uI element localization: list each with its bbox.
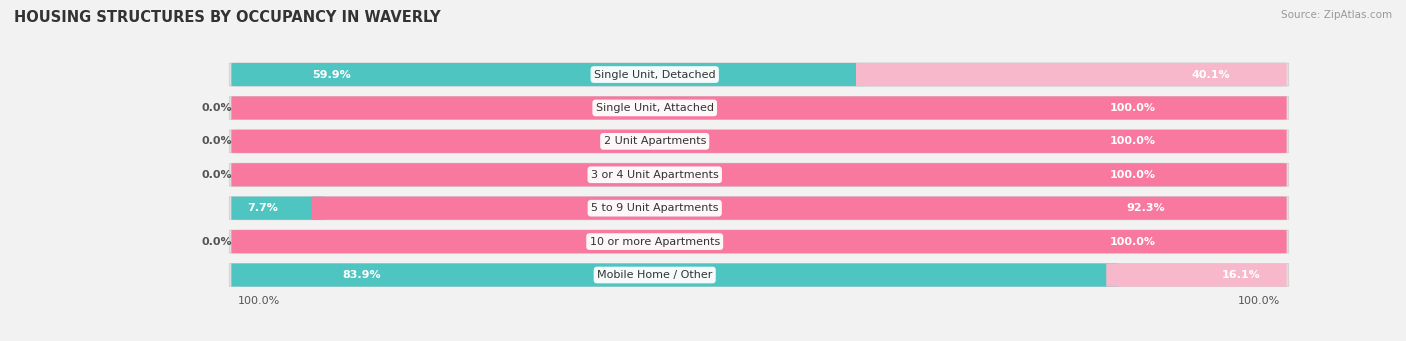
Text: 100.0%: 100.0% [1109,103,1156,113]
Text: 10 or more Apartments: 10 or more Apartments [589,237,720,247]
Text: 100.0%: 100.0% [1109,237,1156,247]
Text: 83.9%: 83.9% [343,270,381,280]
Text: 3 or 4 Unit Apartments: 3 or 4 Unit Apartments [591,170,718,180]
FancyBboxPatch shape [232,264,1119,286]
Text: Single Unit, Detached: Single Unit, Detached [593,70,716,79]
Text: HOUSING STRUCTURES BY OCCUPANCY IN WAVERLY: HOUSING STRUCTURES BY OCCUPANCY IN WAVER… [14,10,440,25]
FancyBboxPatch shape [1107,264,1286,286]
FancyBboxPatch shape [229,196,1289,220]
FancyBboxPatch shape [856,63,1286,86]
Text: 0.0%: 0.0% [202,170,232,180]
Text: 16.1%: 16.1% [1222,270,1260,280]
Text: 2 Unit Apartments: 2 Unit Apartments [603,136,706,146]
FancyBboxPatch shape [232,230,1286,253]
FancyBboxPatch shape [232,197,325,220]
Text: 40.1%: 40.1% [1192,70,1230,79]
Text: 100.0%: 100.0% [1109,136,1156,146]
Text: 7.7%: 7.7% [247,203,278,213]
FancyBboxPatch shape [229,130,1289,153]
FancyBboxPatch shape [229,63,1289,86]
Text: Source: ZipAtlas.com: Source: ZipAtlas.com [1281,10,1392,20]
Text: 0.0%: 0.0% [202,103,232,113]
Text: 5 to 9 Unit Apartments: 5 to 9 Unit Apartments [591,203,718,213]
FancyBboxPatch shape [229,163,1289,187]
Text: 59.9%: 59.9% [312,70,352,79]
FancyBboxPatch shape [229,230,1289,253]
FancyBboxPatch shape [229,96,1289,120]
FancyBboxPatch shape [312,197,1286,220]
FancyBboxPatch shape [229,263,1289,287]
Text: 92.3%: 92.3% [1126,203,1166,213]
Text: 100.0%: 100.0% [1109,170,1156,180]
Text: Mobile Home / Other: Mobile Home / Other [598,270,713,280]
FancyBboxPatch shape [232,163,1286,186]
Text: Single Unit, Attached: Single Unit, Attached [596,103,714,113]
Text: 100.0%: 100.0% [1239,296,1281,306]
FancyBboxPatch shape [232,97,1286,119]
Text: 0.0%: 0.0% [202,136,232,146]
FancyBboxPatch shape [232,130,1286,153]
FancyBboxPatch shape [232,63,869,86]
Text: 0.0%: 0.0% [202,237,232,247]
Text: 100.0%: 100.0% [238,296,280,306]
